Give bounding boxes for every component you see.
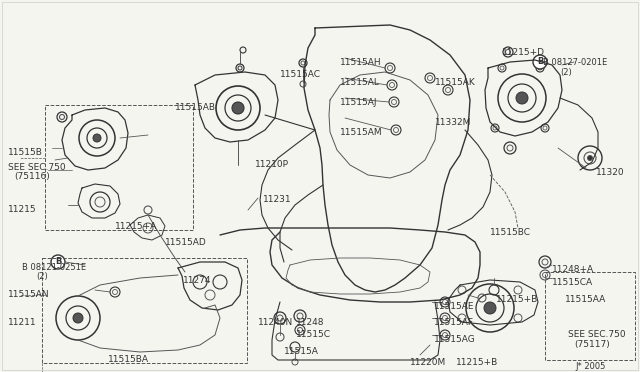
Text: (2): (2) — [560, 68, 572, 77]
Text: 11215+A: 11215+A — [115, 222, 157, 231]
Text: 11515AB: 11515AB — [175, 103, 216, 112]
Text: SEE SEC.750: SEE SEC.750 — [8, 163, 66, 172]
Text: 11274: 11274 — [183, 276, 211, 285]
Text: 11332M: 11332M — [435, 118, 472, 127]
Bar — [42, 258, 247, 363]
Circle shape — [588, 155, 593, 160]
Text: 11515A: 11515A — [284, 347, 319, 356]
Bar — [45, 105, 193, 230]
Text: SEE SEC.750: SEE SEC.750 — [568, 330, 626, 339]
Text: (2): (2) — [36, 272, 48, 281]
Text: 11515B: 11515B — [8, 148, 43, 157]
Text: 11210P: 11210P — [255, 160, 289, 169]
Circle shape — [533, 55, 547, 69]
Text: 11215: 11215 — [8, 205, 36, 214]
Text: 11515AN: 11515AN — [8, 290, 50, 299]
Text: 11240N: 11240N — [258, 318, 293, 327]
Text: 11515BA: 11515BA — [108, 355, 149, 364]
Bar — [545, 272, 635, 360]
Text: (75116): (75116) — [14, 172, 50, 181]
Text: 11320: 11320 — [596, 168, 625, 177]
Text: B: B — [55, 257, 61, 266]
Text: 11515AJ: 11515AJ — [340, 98, 378, 107]
Text: (75117): (75117) — [574, 340, 610, 349]
Text: 11515AD: 11515AD — [165, 238, 207, 247]
Text: 11515AG: 11515AG — [434, 335, 476, 344]
Text: 11515AM: 11515AM — [340, 128, 383, 137]
Text: J* 2005: J* 2005 — [575, 362, 605, 371]
Text: B 08127-0201E: B 08127-0201E — [543, 58, 607, 67]
Text: 11248+A: 11248+A — [552, 265, 594, 274]
Text: B: B — [537, 58, 543, 67]
Text: 11215+D: 11215+D — [502, 48, 545, 57]
Text: 11220M: 11220M — [410, 358, 446, 367]
Text: 11515AA: 11515AA — [565, 295, 606, 304]
Text: 11515CA: 11515CA — [552, 278, 593, 287]
Text: 11515AK: 11515AK — [435, 78, 476, 87]
Text: 11515AC: 11515AC — [280, 70, 321, 79]
Circle shape — [93, 134, 101, 142]
Text: 11515AE: 11515AE — [434, 302, 474, 311]
Circle shape — [232, 102, 244, 114]
Text: 11515BC: 11515BC — [490, 228, 531, 237]
Circle shape — [484, 302, 496, 314]
Text: 11231: 11231 — [263, 195, 292, 204]
Text: 11515AF: 11515AF — [434, 318, 474, 327]
Text: 11211: 11211 — [8, 318, 36, 327]
Circle shape — [51, 255, 65, 269]
Text: 11215+B: 11215+B — [496, 295, 538, 304]
Text: 11215+B: 11215+B — [456, 358, 499, 367]
Text: 11248: 11248 — [296, 318, 324, 327]
Circle shape — [516, 92, 528, 104]
Text: 11515C: 11515C — [296, 330, 331, 339]
Text: 11515AH: 11515AH — [340, 58, 381, 67]
Text: 11515AL: 11515AL — [340, 78, 380, 87]
Text: B 08121-0251E: B 08121-0251E — [22, 263, 86, 272]
Circle shape — [73, 313, 83, 323]
